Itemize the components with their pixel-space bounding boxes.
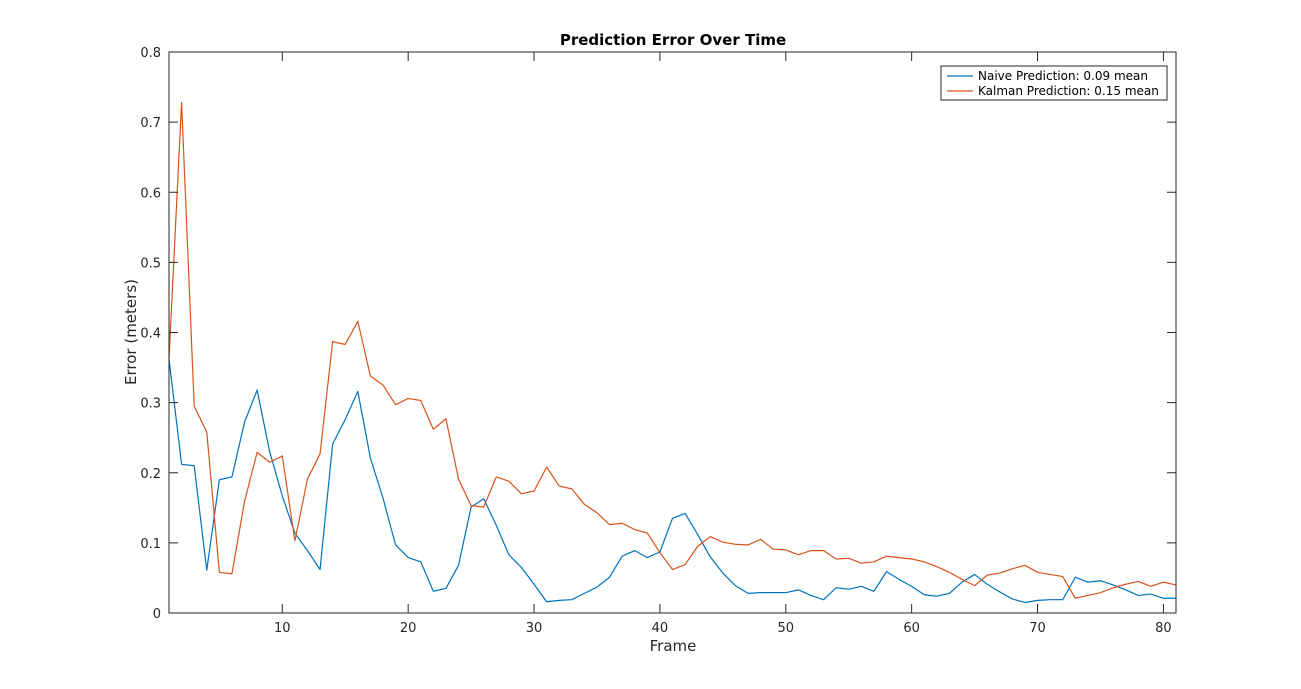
series-line-naive (168, 359, 1176, 604)
y-tick-label: 0.3 (140, 397, 161, 412)
x-tick-label: 20 (400, 621, 417, 636)
x-axis-label: Frame (650, 637, 697, 655)
plot-lines (168, 101, 1177, 604)
x-tick-label: 40 (652, 621, 669, 636)
y-tick-label: 0.4 (140, 327, 161, 342)
x-tick-label: 50 (778, 621, 795, 636)
legend-entry-label: Naive Prediction: 0.09 mean (978, 69, 1148, 83)
y-axis-label: Error (meters) (122, 279, 140, 385)
x-tick-label: 30 (526, 621, 543, 636)
x-tick-label: 10 (274, 621, 291, 636)
x-tick-label: 60 (903, 621, 920, 636)
x-tick-label: 70 (1029, 621, 1046, 636)
y-tick-label: 0.2 (140, 467, 161, 482)
legend-box (940, 65, 1168, 101)
x-tick-label: 80 (1155, 621, 1172, 636)
y-tick-label: 0.7 (140, 116, 161, 131)
y-tick-label: 0 (153, 607, 161, 622)
y-tick-label: 0.6 (140, 186, 161, 201)
y-tick-label: 0.5 (140, 256, 161, 271)
series-line-kalman (168, 101, 1177, 599)
chart-title: Prediction Error Over Time (560, 31, 786, 49)
axis-ticks: 10 20 30 40 50 60 70 80 0 0.1 0.2 0.3 0.4 0.5 0.6 0.7 0.… (140, 46, 1176, 636)
legend-entry-label: Kalman Prediction: 0.15 mean (978, 84, 1159, 98)
y-tick-label: 0.1 (140, 537, 161, 552)
y-tick-label: 0.8 (140, 46, 161, 61)
